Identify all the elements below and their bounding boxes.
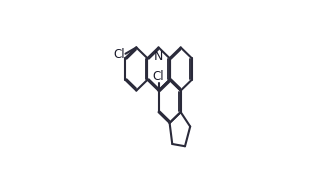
Text: Cl: Cl (113, 48, 125, 61)
Text: N: N (154, 50, 163, 63)
Text: Cl: Cl (153, 70, 164, 82)
